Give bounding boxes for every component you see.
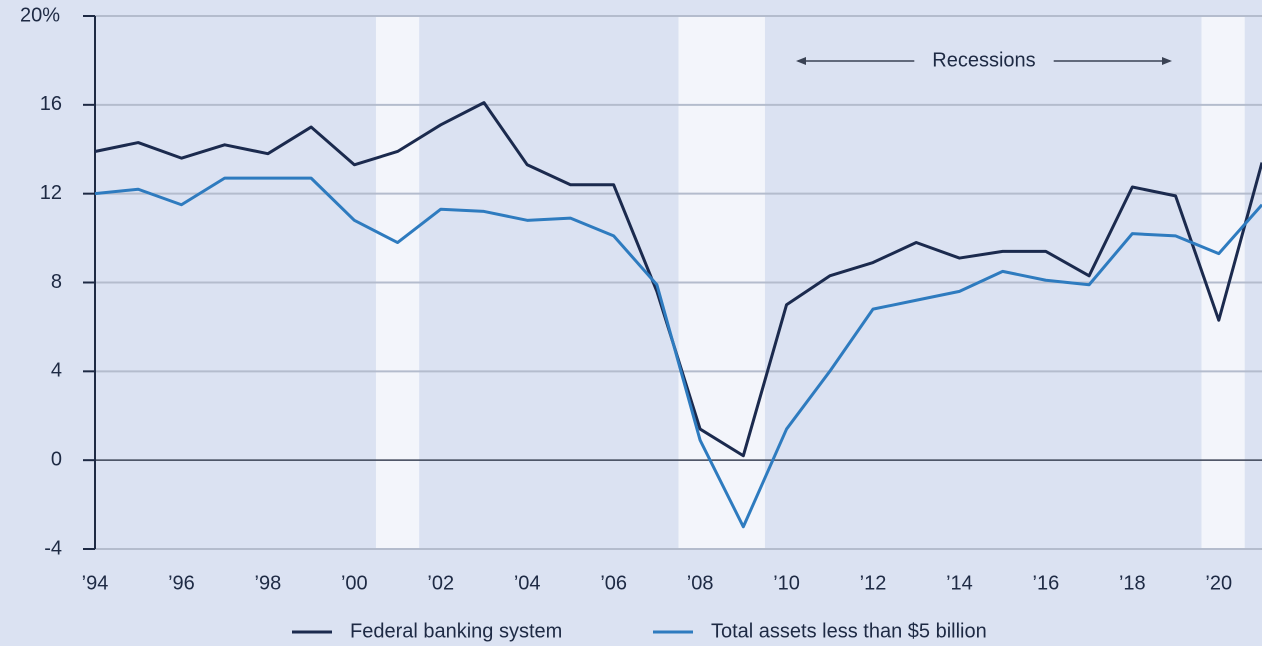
y-tick-label: 4: [51, 360, 62, 382]
x-tick-label: ’08: [687, 572, 714, 594]
x-tick-label: ’18: [1119, 572, 1146, 594]
series-line: [94, 176, 1262, 529]
annotation-arrowhead: [1162, 57, 1172, 65]
x-tick-label: ’12: [860, 572, 887, 594]
x-tick-label: ’02: [427, 572, 454, 594]
x-tick-label: ’06: [600, 572, 627, 594]
y-tick-label: 20%: [20, 4, 60, 26]
legend-label: Federal banking system: [350, 620, 562, 642]
x-tick-label: ’94: [82, 572, 109, 594]
annotation: Recessions: [932, 49, 1035, 71]
y-tick-label: 0: [51, 448, 62, 470]
x-tick-label: ’98: [255, 572, 282, 594]
x-tick-label: ’20: [1205, 572, 1232, 594]
y-tick-label: 8: [51, 271, 62, 293]
x-tick-label: ’04: [514, 572, 541, 594]
x-tick-label: ’00: [341, 572, 368, 594]
x-tick-label: ’10: [773, 572, 800, 594]
x-tick-label: ’16: [1033, 572, 1060, 594]
x-tick-label: ’96: [168, 572, 195, 594]
y-tick-label: 16: [40, 93, 62, 115]
annotation-arrowhead: [796, 57, 806, 65]
legend-label: Total assets less than $5 billion: [711, 620, 987, 642]
x-tick-label: ’14: [946, 572, 973, 594]
y-tick-label: 12: [40, 182, 62, 204]
y-tick-label: -4: [44, 537, 62, 559]
